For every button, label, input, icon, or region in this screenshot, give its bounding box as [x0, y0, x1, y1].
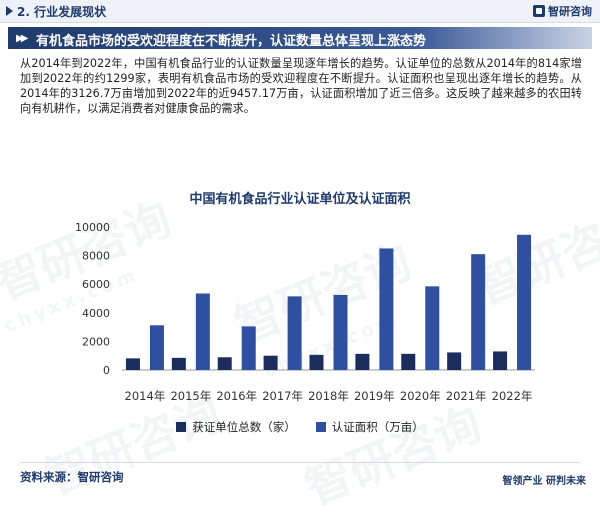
bar-certified-units	[217, 357, 232, 370]
legend-label: 获证单位总数（家）	[192, 420, 296, 434]
y-tick-label: 0	[103, 364, 110, 377]
bar-certified-area	[333, 294, 348, 370]
bar-certified-units	[263, 355, 278, 370]
bar-certified-area	[425, 286, 440, 370]
y-tick-label: 2000	[82, 335, 110, 348]
brand-icon	[533, 5, 545, 17]
brand-name: 智研咨询	[548, 5, 592, 18]
x-tick-label: 2016年	[216, 389, 257, 403]
x-tick-label: 2022年	[492, 389, 533, 403]
bar-certified-area	[195, 293, 210, 370]
legend-label: 认证面积（万亩）	[331, 420, 424, 434]
bar-certified-area	[517, 234, 532, 370]
chart-legend: 获证单位总数（家） 认证面积（万亩）	[0, 419, 600, 435]
y-tick-label: 6000	[82, 278, 110, 291]
bar-certified-area	[287, 296, 302, 370]
y-tick-label: 8000	[82, 250, 110, 263]
legend-swatch	[315, 422, 326, 432]
y-tick-label: 4000	[82, 307, 110, 320]
bar-certified-area	[379, 248, 394, 370]
bar-certified-area	[471, 254, 486, 370]
description-paragraph: 从2014年到2022年，中国有机食品行业的认证数量呈现逐年增长的趋势。认证单位…	[20, 57, 582, 115]
bar-certified-units	[309, 354, 324, 370]
x-tick-label: 2014年	[125, 389, 166, 403]
bar-certified-units	[447, 352, 462, 370]
bar-certified-units	[171, 357, 186, 370]
section-label: 2. 行业发展现状	[6, 3, 106, 20]
bar-chart: 0 2000 4000 6000 8000 10000 2014年 2015年 2016年 201…	[75, 221, 535, 403]
bar-certified-units	[493, 351, 508, 370]
brand-logo: 智研咨询	[533, 3, 592, 19]
x-tick-label: 2020年	[400, 389, 441, 403]
x-tick-label: 2017年	[262, 389, 303, 403]
triangle-icon	[6, 6, 13, 16]
legend-item-units: 获证单位总数（家）	[176, 419, 296, 435]
double-chevron-icon: ▶▶	[16, 33, 29, 44]
x-tick-label: 2015年	[170, 389, 211, 403]
x-tick-label: 2021年	[446, 389, 487, 403]
footer-brand: 智领产业 研判未来	[502, 476, 586, 487]
footer-divider	[20, 462, 580, 463]
top-bar: 2. 行业发展现状 智研咨询	[0, 0, 600, 23]
legend-swatch	[176, 422, 187, 432]
y-tick-label: 10000	[75, 221, 110, 234]
bar-certified-units	[125, 358, 140, 370]
source-note: 资料来源：智研咨询	[20, 470, 124, 484]
bar-certified-area	[241, 326, 256, 370]
legend-item-area: 认证面积（万亩）	[315, 419, 424, 435]
section-label-text: 2. 行业发展现状	[17, 5, 107, 19]
x-tick-label: 2018年	[308, 389, 349, 403]
headline-banner: ▶▶ 有机食品市场的受欢迎程度在不断提升，认证数量总体呈现上涨态势	[8, 27, 592, 49]
bar-certified-area	[149, 325, 164, 370]
headline-text: 有机食品市场的受欢迎程度在不断提升，认证数量总体呈现上涨态势	[36, 34, 427, 49]
bar-certified-units	[401, 353, 416, 370]
bar-certified-units	[355, 353, 370, 370]
chart-title: 中国有机食品行业认证单位及认证面积	[189, 192, 411, 207]
x-tick-label: 2019年	[354, 389, 395, 403]
